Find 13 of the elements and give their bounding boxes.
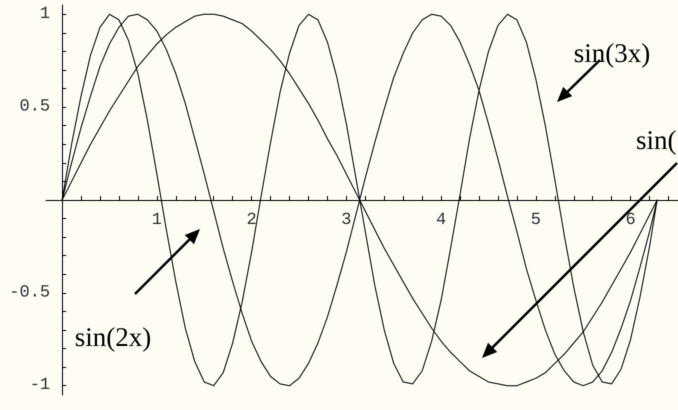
x-tick-label: 5 [530, 211, 541, 230]
x-tick-label: 3 [341, 211, 352, 230]
y-tick-label: -1 [30, 376, 50, 396]
y-tick-label: 1 [40, 4, 50, 24]
x-tick-label: 6 [626, 211, 636, 230]
annotation: sin( [636, 125, 677, 155]
annotation: sin(2x) [74, 322, 152, 352]
x-tick-label: 4 [436, 211, 446, 230]
x-tick-label: 2 [246, 211, 257, 230]
y-tick-label: -0.5 [9, 283, 50, 302]
annotation: sin(3x) [574, 38, 650, 68]
y-tick-label: 0.5 [20, 98, 50, 117]
x-tick-label: 1 [152, 211, 162, 230]
